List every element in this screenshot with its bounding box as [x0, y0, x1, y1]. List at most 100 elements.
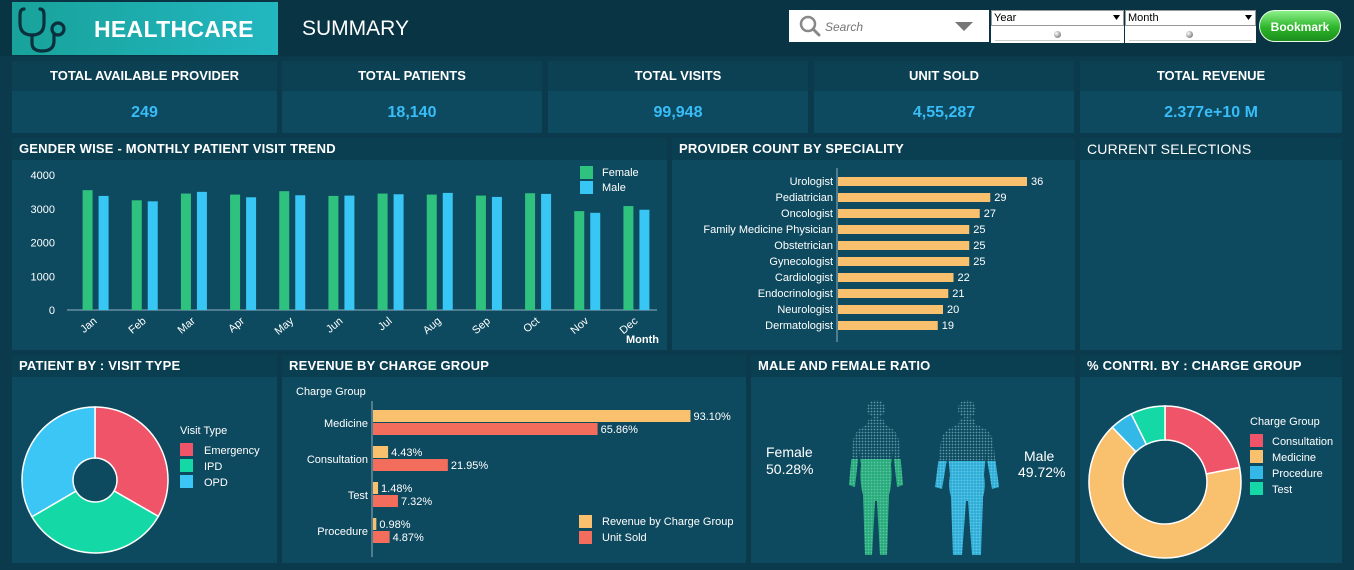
kpi-card-visits: TOTAL VISITS 99,948: [548, 61, 808, 133]
kpi-label: TOTAL AVAILABLE PROVIDER: [12, 61, 277, 91]
data-label: 4.43%: [391, 447, 422, 459]
revenue-chart: Charge Group Medicine 93.10% 65.86% Consulta…: [296, 386, 733, 557]
legend-swatch: [580, 181, 593, 194]
bar-female: [574, 211, 585, 310]
bar-female: [525, 193, 536, 310]
bar-male: [147, 201, 158, 310]
x-tick-label: Jul: [376, 315, 394, 333]
bar-revenue: [373, 410, 691, 422]
month-slider[interactable]: [1125, 26, 1256, 43]
category-label: Procedure: [317, 526, 368, 538]
provider-bar: [838, 209, 980, 218]
bar-revenue: [373, 446, 389, 458]
donut-slice: [1088, 426, 1242, 559]
search-box[interactable]: [789, 10, 989, 42]
x-tick-label: Feb: [126, 315, 148, 336]
category-label: Consultation: [307, 454, 368, 466]
contri-panel: % CONTRI. BY : CHARGE GROUP Charge Group…: [1080, 355, 1342, 563]
category-label: Dermatologist: [765, 320, 833, 332]
bar-female: [623, 206, 634, 310]
bar-female: [131, 200, 142, 310]
search-input[interactable]: [823, 16, 947, 38]
bar-female: [377, 193, 388, 310]
data-label: 29: [994, 192, 1006, 204]
legend-label: OPD: [204, 477, 228, 489]
provider-bar: [838, 193, 991, 202]
bar-revenue: [373, 482, 379, 494]
kpi-card-patients: TOTAL PATIENTS 18,140: [282, 61, 542, 133]
legend-label: IPD: [204, 461, 222, 473]
data-label: 93.10%: [693, 411, 731, 423]
year-slider[interactable]: [991, 26, 1124, 43]
legend-swatch: [579, 531, 592, 544]
trend-chart: 0 1000 2000 3000 4000 Jan Feb Mar Apr May Jun Jul Au…: [31, 166, 659, 346]
year-slider-handle[interactable]: [1054, 31, 1061, 38]
bar-male: [541, 193, 552, 310]
brand-banner: HEALTHCARE: [12, 2, 278, 55]
year-filter[interactable]: Year: [991, 10, 1124, 26]
legend-label: Unit Sold: [602, 532, 647, 544]
data-label: 19: [942, 320, 954, 332]
kpi-card-providers: TOTAL AVAILABLE PROVIDER 249: [12, 61, 277, 133]
provider-bar: [838, 289, 949, 298]
bar-revenue: [373, 518, 377, 530]
bar-female: [475, 195, 486, 310]
current-selections-panel[interactable]: CURRENT SELECTIONS: [1080, 138, 1342, 350]
bar-male: [344, 195, 355, 310]
ratio-panel: MALE AND FEMALE RATIO Female 50.28% Male…: [751, 355, 1075, 563]
revenue-panel: REVENUE BY CHARGE GROUP Charge Group Medi…: [282, 355, 746, 563]
chevron-down-icon[interactable]: [1245, 15, 1252, 20]
category-label: Pediatrician: [776, 192, 833, 204]
search-icon: [799, 15, 821, 37]
category-label: Gynecologist: [769, 256, 833, 268]
legend-label: Emergency: [204, 445, 260, 457]
legend-title: Visit Type: [180, 425, 227, 437]
chevron-down-icon[interactable]: [955, 22, 973, 32]
data-label: 36: [1031, 176, 1043, 188]
legend-swatch: [180, 459, 193, 472]
month-slider-handle[interactable]: [1186, 31, 1193, 38]
bookmark-button[interactable]: Bookmark: [1259, 10, 1341, 42]
bar-female: [82, 190, 93, 310]
year-filter-label: Year: [994, 12, 1017, 24]
x-tick-label: Sep: [470, 315, 493, 337]
stethoscope-icon: [18, 7, 66, 53]
legend-swatch: [580, 166, 593, 179]
donut-slice: [1130, 405, 1166, 446]
female-figure-icon: [849, 400, 903, 555]
bar-unit-sold: [373, 531, 390, 543]
panel-title: PROVIDER COUNT BY SPECIALITY: [672, 138, 1075, 160]
bar-female: [328, 195, 339, 310]
female-label: Female: [766, 444, 813, 460]
kpi-value: 249: [131, 104, 158, 121]
bar-male: [295, 195, 306, 310]
x-tick-label: Nov: [568, 315, 591, 337]
page-title: SUMMARY: [302, 17, 409, 40]
visit-type-chart: Visit Type Emergency IPD OPD: [21, 406, 260, 554]
data-label: 1.48%: [381, 483, 412, 495]
visit-type-panel: PATIENT BY : VISIT TYPE Visit Type Emerge…: [12, 355, 277, 563]
category-label: Cardiologist: [775, 272, 833, 284]
legend-swatch: [1250, 482, 1263, 495]
year-slider-track: [995, 40, 1120, 41]
kpi-card-revenue: TOTAL REVENUE 2.377e+10 M: [1080, 61, 1342, 133]
bar-male: [393, 194, 404, 310]
bar-female: [230, 194, 241, 310]
data-label: 27: [984, 208, 996, 220]
category-label: Test: [348, 490, 368, 502]
chevron-down-icon[interactable]: [1113, 15, 1120, 20]
provider-bar: [838, 241, 970, 250]
x-tick-label: Jun: [324, 315, 345, 336]
y-tick-label: 3000: [31, 204, 55, 216]
legend-swatch: [180, 475, 193, 488]
panel-title: PATIENT BY : VISIT TYPE: [12, 355, 277, 377]
male-label: Male: [1024, 448, 1055, 464]
category-label: Endocrinologist: [758, 288, 833, 300]
provider-chart: Urologist 36 Pediatrician 29 Oncologist 27 Fam…: [703, 168, 1043, 342]
legend-swatch: [579, 515, 592, 528]
kpi-value: 2.377e+10 M: [1164, 104, 1258, 121]
month-filter[interactable]: Month: [1125, 10, 1256, 26]
legend-label: Procedure: [1272, 468, 1323, 480]
month-filter-label: Month: [1128, 12, 1159, 24]
provider-bar: [838, 257, 970, 266]
